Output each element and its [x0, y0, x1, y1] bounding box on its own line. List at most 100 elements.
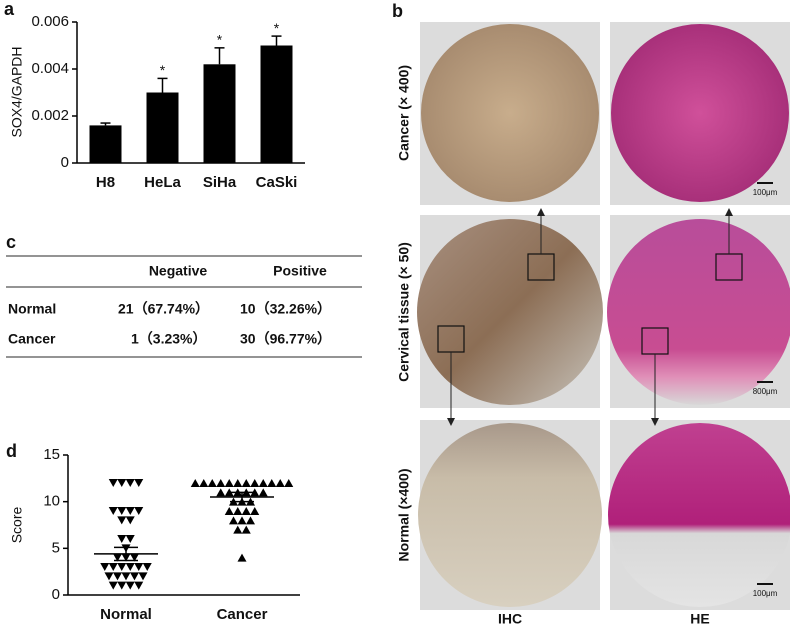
bar [203, 64, 236, 163]
data-point [229, 516, 238, 525]
data-point [233, 507, 243, 515]
row-label: Normal (×400) [396, 469, 412, 562]
significance: * [160, 62, 166, 78]
data-point [117, 535, 127, 543]
data-point [237, 553, 247, 562]
y-tick-label: 0 [61, 154, 69, 171]
data-point [121, 572, 131, 581]
data-point [108, 479, 118, 487]
table-cell: 1（3.23%） [131, 331, 206, 347]
data-point [117, 581, 127, 590]
row-label: Cervical tissue (× 50) [396, 242, 412, 382]
x-tick-label: HeLa [144, 174, 181, 191]
data-point [125, 507, 135, 515]
data-point [241, 525, 251, 534]
y-tick-label: 0.004 [31, 60, 69, 77]
data-point [134, 581, 144, 590]
data-point [233, 479, 243, 487]
y-axis-label: Score [9, 507, 25, 544]
y-tick-label: 10 [43, 493, 60, 510]
panel-label: b [392, 1, 403, 21]
data-point [108, 581, 118, 590]
table-cell: 30（96.77%） [240, 331, 331, 347]
data-point [117, 507, 127, 515]
data-point [108, 507, 118, 515]
y-tick-label: 0.006 [31, 13, 69, 30]
data-point [113, 553, 122, 562]
image-grid: 100μm 800μm 100μm Cancer (× 400) Cervica… [396, 22, 790, 627]
x-tick-label: CaSki [256, 174, 298, 191]
data-point [134, 507, 144, 515]
column-label: IHC [498, 611, 522, 627]
data-point [241, 479, 251, 487]
data-point [250, 507, 260, 515]
data-point [258, 488, 268, 497]
x-tick-label: H8 [96, 174, 115, 191]
data-point [108, 563, 118, 571]
y-axis-label: SOX4/GAPDH [9, 46, 25, 137]
data-point [250, 479, 260, 487]
column-header: Positive [273, 263, 327, 279]
he-image [607, 219, 790, 405]
data-point [117, 479, 127, 487]
data-point [113, 572, 122, 581]
data-point [216, 479, 226, 487]
he-image [611, 24, 789, 202]
y-tick-label: 0.002 [31, 107, 69, 124]
data-point [130, 553, 139, 562]
data-point [250, 488, 260, 497]
data-point [125, 516, 135, 525]
scale-label: 800μm [753, 387, 778, 396]
data-point [233, 525, 243, 534]
row-header: Normal [8, 301, 56, 317]
x-tick-label: SiHa [203, 174, 237, 191]
data-point [246, 516, 255, 525]
data-point [216, 488, 226, 497]
table: Negative Positive Normal Cancer 21（67.74… [6, 255, 362, 358]
data-point [241, 507, 251, 515]
data-point [224, 479, 234, 487]
data-point [100, 563, 110, 571]
data-point [207, 479, 217, 487]
column-header: Negative [149, 263, 208, 279]
he-image [608, 423, 790, 607]
data-point [224, 488, 234, 497]
panel-label: d [6, 441, 17, 461]
data-point [117, 563, 127, 571]
data-point [125, 563, 135, 571]
ihc-image [418, 423, 602, 607]
data-point [199, 479, 209, 487]
data-point [275, 479, 285, 487]
panel-label: a [4, 0, 15, 19]
data-point [130, 572, 139, 581]
row-header: Cancer [8, 331, 56, 347]
column-label: HE [690, 611, 709, 627]
x-tick-label: Cancer [217, 606, 268, 623]
table-cell: 10（32.26%） [240, 301, 331, 317]
data-point [117, 516, 127, 525]
data-point [125, 479, 135, 487]
y-tick-label: 5 [52, 539, 60, 556]
data-point [190, 479, 200, 487]
data-point [134, 479, 144, 487]
data-point [138, 572, 148, 581]
panel-label: c [6, 232, 16, 252]
data-point [237, 516, 247, 525]
data-point [224, 507, 234, 515]
ihc-image [421, 24, 599, 202]
data-point [104, 572, 114, 581]
data-point [134, 563, 144, 571]
bar [260, 45, 293, 163]
data-point [125, 535, 135, 543]
x-tick-label: Normal [100, 606, 152, 623]
bar [89, 125, 122, 163]
scale-label: 100μm [753, 188, 778, 197]
scale-label: 100μm [753, 589, 778, 598]
data-point [258, 479, 268, 487]
significance: * [217, 32, 223, 48]
data-point [142, 563, 152, 571]
bar [146, 92, 179, 163]
y-tick-label: 15 [43, 446, 60, 463]
data-point [267, 479, 277, 487]
